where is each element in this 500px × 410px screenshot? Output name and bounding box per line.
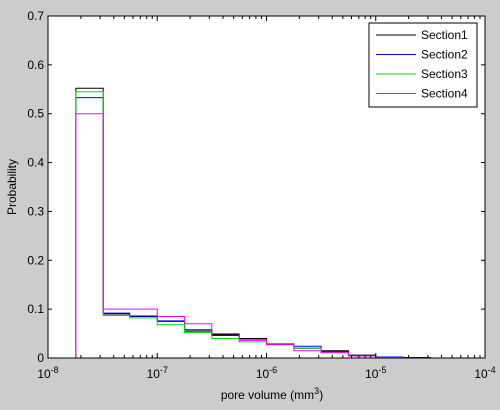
legend-label-1: Section1 (421, 28, 468, 42)
y-tick-label: 0 (37, 351, 44, 365)
y-tick-label: 0.7 (27, 9, 44, 23)
legend-label-3: Section3 (421, 67, 468, 81)
x-tick-label: 10-6 (256, 365, 277, 381)
x-tick-label: 10-5 (365, 365, 386, 381)
x-axis-label: pore volume (mm3) (221, 386, 323, 402)
legend: Section1 Section2 Section3 Section4 (368, 22, 478, 108)
x-tick-label: 10-8 (37, 365, 58, 381)
y-tick-label: 0.2 (27, 253, 44, 267)
legend-label-2: Section2 (421, 48, 468, 62)
y-tick-label: 0.5 (27, 107, 44, 121)
axes: 0 0.1 0.2 0.3 0.4 0.5 0.6 0.7 10-8 10-7 10-6 10-5 10… (27, 9, 495, 381)
y-axis-label: Probability (5, 159, 19, 215)
y-tick-label: 0.6 (27, 58, 44, 72)
legend-label-4: Section4 (421, 87, 468, 101)
y-tick-label: 0.1 (27, 302, 44, 316)
y-tick-label: 0.4 (27, 156, 44, 170)
x-tick-label: 10-7 (147, 365, 168, 381)
y-tick-label: 0.3 (27, 204, 44, 218)
x-tick-label: 10-4 (474, 365, 495, 381)
